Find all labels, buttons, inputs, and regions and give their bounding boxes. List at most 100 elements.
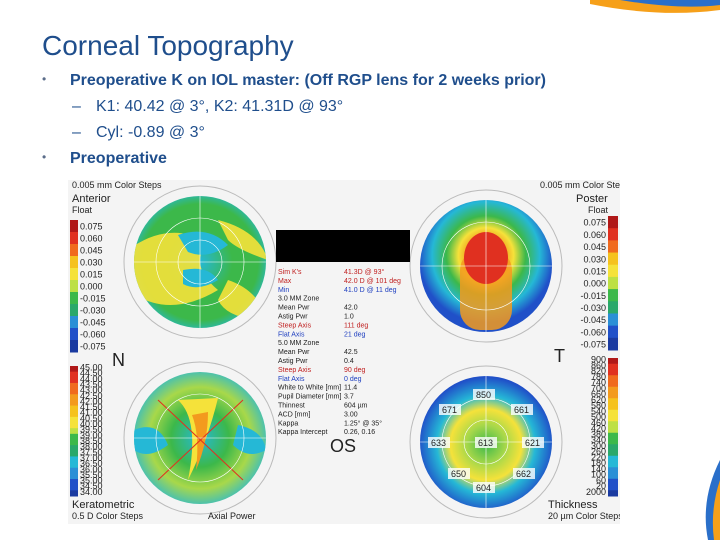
scale-swatch (70, 490, 78, 497)
keratometric-scale: 45.0044.5044.0043.5043.0042.5042.0041.50… (70, 363, 103, 497)
scale-swatch (608, 478, 618, 485)
axial-power-label: Axial Power (208, 511, 256, 521)
sub-bullet-text: Cyl: -0.89 @ 3° (96, 124, 205, 141)
scale-swatch (608, 375, 618, 382)
bullet-dot-icon: • (42, 150, 47, 164)
stat-label: 3.0 MM Zone (278, 296, 319, 303)
slide-title: Corneal Topography (42, 30, 294, 61)
scale-tick-label: 580 (591, 401, 606, 411)
scale-tick-label: 34.50 (80, 481, 103, 491)
scale-swatch (70, 479, 78, 486)
thickness-value: 671 (442, 405, 457, 415)
scale-tick-label: 40.50 (80, 413, 103, 423)
scale-tick-label: 44.00 (80, 374, 103, 384)
scale-tick-label: -0.075 (80, 342, 106, 352)
stat-value: 1.25° @ 35° (344, 419, 382, 427)
scale-tick-label: 380 (591, 429, 606, 439)
scale-tick-label: 0.000 (80, 282, 103, 292)
stat-value: 111 deg (344, 322, 368, 329)
scale-tick-label: 860 (591, 360, 606, 370)
anterior-label: Anterior (72, 193, 111, 205)
scale-swatch (608, 484, 618, 491)
thickness-scale: 9008608207807407006606205805405004604203… (586, 355, 618, 497)
scale-tick-label: -0.030 (80, 306, 106, 316)
scale-swatch (608, 381, 618, 388)
scale-swatch (608, 473, 618, 480)
scale-tick-label: 660 (591, 389, 606, 399)
scale-swatch (70, 445, 78, 452)
scale-tick-label: -0.030 (580, 303, 606, 313)
eye-label: OS (330, 436, 356, 456)
scale-swatch (608, 216, 618, 229)
scale-swatch (608, 392, 618, 399)
scale-tick-label: 2000 (586, 487, 606, 497)
scale-tick-label: 0.045 (80, 246, 103, 256)
thickness-map: 850 671 661 633 613 621 650 604 662 (409, 365, 563, 519)
scale-tick-label: 34.00 (80, 487, 103, 497)
stat-label: White to White [mm] (278, 385, 341, 392)
scale-swatch (70, 439, 78, 446)
scale-swatch (608, 467, 618, 474)
scale-swatch (70, 484, 78, 491)
scale-tick-label: 0.075 (583, 218, 606, 228)
scale-swatch (70, 411, 78, 418)
thickness-value-labels: 850 671 661 633 613 621 650 604 662 (428, 389, 544, 493)
scale-swatch (608, 450, 618, 457)
scale-tick-label: 900 (591, 355, 606, 365)
posterior-label: Poster (576, 193, 608, 205)
scale-swatch (70, 366, 78, 373)
scale-tick-label: 780 (591, 372, 606, 382)
stat-value: 42.0 (344, 305, 358, 312)
stat-label: Mean Pwr (278, 349, 310, 356)
scale-swatch (70, 467, 78, 474)
stat-label: Min (278, 287, 289, 294)
topography-figure: 850 671 661 633 613 621 650 604 662 0.07… (68, 180, 630, 524)
scale-swatch (608, 427, 618, 434)
scale-swatch (70, 422, 78, 429)
scale-swatch (70, 280, 78, 293)
scale-swatch (608, 369, 618, 376)
scale-swatch (608, 252, 618, 266)
scale-swatch (70, 416, 78, 424)
scale-swatch (70, 268, 78, 281)
scale-swatch (70, 388, 78, 395)
scale-tick-label: 60 (596, 475, 606, 485)
scale-tick-label: 820 (591, 366, 606, 376)
scale-tick-label: 35.50 (80, 470, 103, 480)
thickness-value: 662 (516, 469, 531, 479)
stat-label: Pupil Diameter [mm] (278, 394, 341, 401)
scale-swatch (608, 409, 618, 416)
keratometric-sub-label: 0.5 D Color Steps (72, 511, 144, 521)
scale-swatch (70, 256, 78, 269)
scale-header-left: 0.005 mm Color Steps (72, 180, 162, 190)
scale-swatch (70, 382, 78, 390)
redacted-patient-info (276, 230, 410, 262)
thickness-label: Thickness (548, 499, 598, 511)
scale-swatch (608, 438, 618, 445)
posterior-float-scale: 0.075 0.060 0.045 0.030 0.015 0.000 -0.015 -0.0… (580, 216, 618, 351)
corner-decoration-top (590, 0, 720, 13)
scale-tick-label: 140 (591, 464, 606, 474)
scale-swatch (608, 398, 618, 405)
bullet-dot-icon: • (42, 72, 47, 86)
scale-tick-label: 620 (591, 395, 606, 405)
thickness-sub-label: 20 µm Color Steps (548, 511, 620, 521)
thickness-value: 621 (525, 438, 540, 448)
thickness-value: 850 (476, 390, 491, 400)
scale-tick-label: 0.000 (583, 279, 606, 289)
nasal-marker: N (112, 350, 125, 370)
thickness-value: 604 (476, 483, 491, 493)
stat-label: Flat Axis (278, 331, 305, 338)
scale-tick-label: 340 (591, 435, 606, 445)
stats-panel: Sim K's 41.3D @ 93° Max 42.0 D @ 101 deg Min… (278, 268, 401, 436)
stat-value: 3.7 (344, 394, 354, 401)
temporal-marker: T (554, 346, 565, 366)
scale-tick-label: 460 (591, 418, 606, 428)
thickness-value: 650 (451, 469, 466, 479)
scale-swatch (608, 264, 618, 278)
bullet-text: Preoperative K on IOL master: (Off RGP l… (70, 72, 546, 89)
stat-label: Steep Axis (278, 322, 312, 329)
scale-tick-label: 43.50 (80, 379, 103, 389)
scale-tick-label: 41.00 (80, 408, 103, 418)
sub-bullet-dash-icon: – (72, 124, 81, 141)
